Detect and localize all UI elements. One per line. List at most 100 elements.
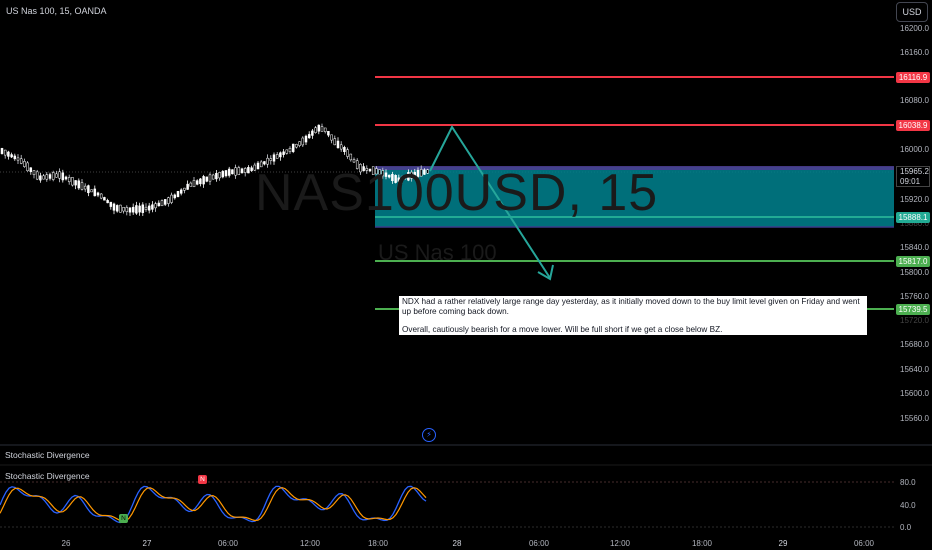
projection-arrowhead [537, 264, 554, 281]
projection-arrow[interactable] [429, 124, 551, 279]
price-label-support-2: 15739.5 [896, 304, 930, 315]
candle-body [266, 157, 269, 165]
candle-body [307, 134, 311, 139]
bar-countdown: 09:01 [900, 177, 921, 186]
candle-body [311, 130, 314, 136]
time-tick: 12:00 [609, 539, 631, 548]
candles-group [0, 123, 429, 217]
time-tick: 27 [142, 539, 152, 548]
candle-body [234, 167, 237, 176]
currency-button[interactable]: USD [896, 2, 928, 22]
price-tick: 15760.0 [900, 292, 929, 301]
candle-body [272, 154, 276, 162]
candle-body [109, 201, 113, 207]
candle-body [419, 169, 423, 177]
time-tick: 26 [61, 539, 71, 548]
candle-body [103, 197, 106, 201]
candle-body [39, 175, 42, 181]
candle-body [240, 168, 244, 174]
candle-body [199, 178, 202, 185]
candle-body [259, 161, 263, 168]
candle-body [317, 124, 321, 132]
candle-body [26, 162, 29, 172]
price-label-support-1: 15817.0 [896, 256, 930, 267]
candle-body [192, 180, 196, 188]
watermark-ticker: NAS100USD, 15 [255, 164, 659, 222]
candle-body [362, 166, 365, 172]
candle-body [400, 176, 404, 181]
candle-body [32, 170, 36, 175]
candle-body [256, 162, 260, 170]
candle-body [128, 207, 132, 213]
candle-body [423, 169, 426, 175]
bullish-divergence-badge[interactable]: N [119, 514, 128, 523]
osc-level: 80.0 [900, 478, 916, 487]
time-tick: 29 [778, 539, 788, 548]
candle-body [253, 164, 257, 171]
time-tick: 06:00 [528, 539, 550, 548]
candle-body [119, 204, 122, 213]
candle-body [215, 172, 218, 180]
candle-body [301, 137, 305, 146]
current-price-value: 15965.2 [900, 167, 929, 176]
price-tick: 16160.0 [900, 48, 929, 57]
candle-body [279, 152, 282, 158]
candle-body [330, 134, 333, 141]
candle-body [122, 206, 125, 212]
candle-body [48, 174, 52, 179]
price-tick: 15920.0 [900, 195, 929, 204]
candle-body [157, 202, 161, 207]
candle-body [154, 203, 157, 209]
candle-body [346, 149, 349, 157]
candle-body [13, 155, 17, 160]
candle-body [320, 126, 324, 132]
candle-body [343, 147, 346, 153]
candle-body [64, 176, 68, 180]
symbol-title[interactable]: US Nas 100, 15, OANDA [6, 6, 107, 16]
price-tick: 16200.0 [900, 24, 929, 33]
candle-body [227, 168, 231, 176]
lightning-icon[interactable]: ⚡ [422, 428, 436, 442]
current-price-label: 15965.2 09:01 [896, 166, 930, 187]
candle-body [231, 169, 234, 175]
candle-body [135, 205, 138, 214]
candle-body [394, 175, 397, 183]
candle-body [58, 171, 61, 179]
price-tick: 15720.0 [900, 316, 929, 325]
candle-body [359, 163, 362, 173]
candle-body [349, 153, 353, 161]
candle-body [368, 168, 372, 172]
indicator-pane-title[interactable]: Stochastic Divergence [5, 450, 90, 460]
time-tick: 06:00 [217, 539, 239, 548]
candle-body [413, 171, 417, 177]
candle-body [183, 187, 186, 191]
candle-body [291, 143, 295, 152]
candle-body [202, 176, 205, 185]
candle-body [381, 170, 385, 177]
candle-body [112, 203, 116, 211]
candle-body [90, 189, 93, 193]
time-tick: 06:00 [853, 539, 875, 548]
candle-body [138, 205, 141, 213]
text-note[interactable]: NDX had a rather relatively large range … [399, 296, 867, 335]
candle-body [19, 158, 23, 164]
candle-body [275, 154, 279, 159]
candle-body [87, 185, 90, 194]
candle-body [176, 191, 180, 197]
candle-body [16, 157, 20, 161]
indicator-legend[interactable]: Stochastic Divergence [5, 471, 90, 481]
time-tick: 12:00 [299, 539, 321, 548]
candle-body [288, 147, 292, 153]
bearish-divergence-badge[interactable]: N [198, 475, 207, 484]
candle-body [208, 174, 212, 182]
candle-body [211, 174, 215, 180]
candle-body [67, 177, 71, 183]
candle-body [282, 151, 285, 155]
candle-body [384, 172, 388, 177]
candle-body [323, 127, 327, 132]
candle-body [23, 161, 26, 167]
zone-top-band [375, 166, 894, 170]
candle-body [407, 172, 410, 181]
candle-body [269, 158, 273, 161]
